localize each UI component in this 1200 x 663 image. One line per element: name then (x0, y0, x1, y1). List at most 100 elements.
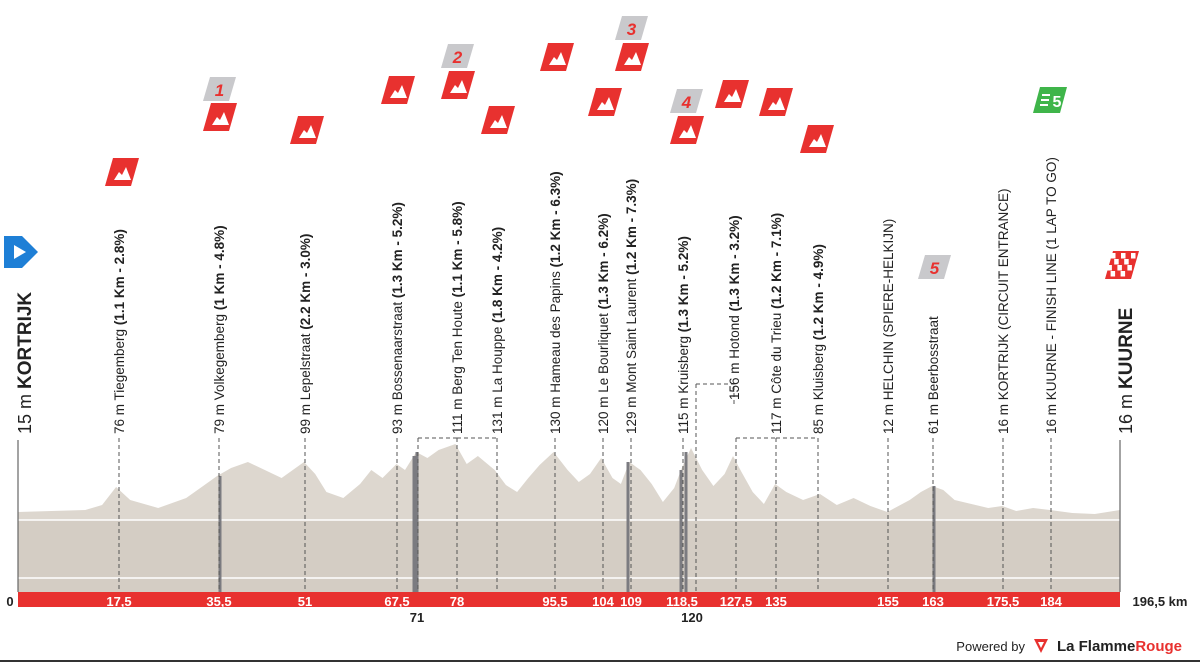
checker-square (1117, 265, 1122, 271)
lap-flag-icon: 5 (1033, 87, 1067, 113)
climb-flag-bg (759, 88, 793, 116)
sector-badge-bg (670, 89, 703, 113)
start-label: 15 m KORTRIJK (15, 292, 36, 434)
mountain-icon (624, 52, 641, 65)
climb-flag-icon (381, 76, 415, 104)
mountain-icon (490, 115, 507, 128)
point-label: 12 m HELCHIN (SPIERE-HELKIJN) (881, 219, 896, 434)
climb-detail: (1.2 Km - 4.9%) (811, 244, 826, 344)
point-name: 16 m KUURNE - FINISH LINE (1 LAP TO GO) (1044, 157, 1059, 434)
climb-flag-icon (588, 88, 622, 116)
climb-flag-bg (715, 80, 749, 108)
point-name: 93 m Bossenaarstraat (1.3 Km - 5.2%) (390, 202, 405, 434)
flamme-rouge-logo-icon (1033, 639, 1048, 653)
mountain-icon (809, 134, 826, 147)
point-label: 76 m Tiegemberg (1.1 Km - 2.8%) (112, 229, 127, 434)
climb-flag-icon (800, 125, 834, 153)
km-tick-label: 104 (592, 594, 614, 609)
start-altitude: 15 m KORTRIJK (15, 292, 36, 434)
climb-flag-icon (105, 158, 139, 186)
climb-flag-bg (381, 76, 415, 104)
checker-square (1127, 265, 1132, 271)
point-name: 117 m Côte du Trieu (1.2 Km - 7.1%) (769, 213, 784, 434)
point-name: 12 m HELCHIN (SPIERE-HELKIJN) (881, 219, 896, 434)
sector-badge: 1 (203, 77, 236, 101)
sector-number: 2 (452, 48, 463, 67)
point-name: 99 m Lepelstraat (2.2 Km - 3.0%) (298, 234, 313, 434)
mountain-icon (597, 97, 614, 110)
climb-flag-icon (715, 80, 749, 108)
mountain-icon (768, 97, 785, 110)
km-tick-label: 127,5 (720, 594, 753, 609)
climb-flag-bg (615, 43, 649, 71)
checker-square (1131, 253, 1136, 259)
climb-flag-bg (540, 43, 574, 71)
lap-count: 5 (1053, 94, 1062, 111)
sector-badge-bg (441, 44, 474, 68)
km-tick-label: 118,5 (666, 594, 698, 609)
climb-detail: (1.3 Km - 5.2%) (390, 202, 405, 302)
km-tick-label: 95,5 (542, 594, 567, 609)
km-tick-label: 184 (1040, 594, 1062, 609)
mountain-icon (114, 167, 131, 180)
climb-detail: (1.3 Km - 5.2%) (676, 236, 691, 336)
km-tick-label: 120 (681, 610, 703, 625)
profile-base-band (18, 520, 1120, 592)
km-tick-label: 155 (877, 594, 899, 609)
footer-credit: Powered by La FlammeRouge (956, 636, 1182, 656)
point-name: 61 m Beerbosstraat (926, 316, 941, 434)
checker-square (1107, 265, 1112, 271)
mountain-icon (299, 125, 316, 138)
checker-square (1120, 271, 1126, 277)
mountain-icon (212, 112, 229, 125)
point-label: 156 m Hotond (1.3 Km - 3.2%) (727, 215, 742, 400)
sector-badge: 4 (670, 89, 703, 113)
point-name: 129 m Mont Saint Laurent (1.2 Km - 7.3%) (624, 179, 639, 434)
km-tick-label: 135 (765, 594, 787, 609)
sector-number: 1 (215, 81, 224, 100)
finish-altitude: 16 m KUURNE (1116, 308, 1137, 434)
point-label: 79 m Volkegemberg (1 Km - 4.8%) (212, 225, 227, 434)
climb-flag-bg (800, 125, 834, 153)
km-bar (18, 592, 1120, 607)
km-tick-label: 0 (6, 594, 13, 609)
climb-flag-icon (481, 106, 515, 134)
climb-flag-icon (670, 116, 704, 144)
sector-number: 3 (627, 20, 637, 39)
mountain-icon (549, 52, 566, 65)
climb-flag-bg (588, 88, 622, 116)
point-label: 115 m Kruisberg (1.3 Km - 5.2%) (676, 236, 691, 434)
sector-badge-bg (615, 16, 648, 40)
climb-detail: (1 Km - 4.8%) (212, 225, 227, 314)
lap-flag-bg (1033, 87, 1067, 113)
point-label: 129 m Mont Saint Laurent (1.2 Km - 7.3%) (624, 179, 639, 434)
point-name: 111 m Berg Ten Houte (1.1 Km - 5.8%) (450, 201, 465, 434)
brand-name: La FlammeRouge (1056, 637, 1182, 655)
checkered-flag-icon (1105, 251, 1139, 279)
sector-badge-bg (203, 77, 236, 101)
point-name: 85 m Kluisberg (1.2 Km - 4.9%) (811, 244, 826, 434)
mountain-icon (450, 80, 467, 93)
point-name: 115 m Kruisberg (1.3 Km - 5.2%) (676, 236, 691, 434)
climb-detail: (1.2 Km - 7.3%) (624, 179, 639, 279)
climb-flag-icon (203, 103, 237, 131)
climb-flag-icon (759, 88, 793, 116)
bottom-rule (0, 660, 1200, 662)
point-name: 79 m Volkegemberg (1 Km - 4.8%) (212, 225, 227, 434)
powered-by-label: Powered by (956, 638, 1025, 654)
point-label: 99 m Lepelstraat (2.2 Km - 3.0%) (298, 234, 313, 434)
checker-square (1124, 259, 1129, 265)
sector-number: 4 (681, 93, 692, 112)
point-label: 61 m Beerbosstraat (926, 316, 941, 434)
mountain-icon (724, 89, 741, 102)
sector-number: 5 (930, 259, 940, 278)
km-tick-label: 175,5 (987, 594, 1020, 609)
checker-square (1110, 271, 1116, 277)
point-name: 76 m Tiegemberg (1.1 Km - 2.8%) (112, 229, 127, 434)
point-label: 16 m KORTRIJK (CIRCUIT ENTRANCE) (996, 188, 1011, 434)
finish-town-name: KUURNE (1116, 308, 1137, 389)
km-tick-label: 78 (450, 594, 464, 609)
climb-flag-bg (481, 106, 515, 134)
point-label: 130 m Hameau des Papins (1.2 Km - 6.3%) (548, 171, 563, 434)
